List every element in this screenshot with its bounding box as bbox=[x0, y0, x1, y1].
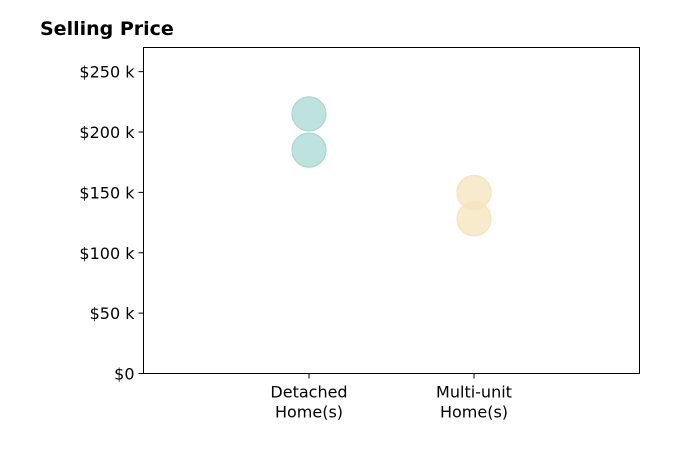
y-axis: $0 $50 k $100 k $150 k $200 k $250 k bbox=[79, 63, 144, 384]
data-points bbox=[291, 96, 492, 237]
data-point bbox=[291, 96, 327, 132]
plot-area-frame bbox=[143, 47, 640, 374]
y-tick-label: $150 k bbox=[79, 183, 135, 202]
x-tick-label-line: Home(s) bbox=[440, 403, 508, 422]
data-point bbox=[291, 132, 327, 168]
x-tick-label-line: Detached bbox=[270, 383, 347, 402]
y-tick-label: $200 k bbox=[79, 123, 135, 142]
x-tick-label: Multi-unit Home(s) bbox=[436, 383, 512, 422]
data-point bbox=[456, 201, 492, 237]
x-axis: Detached Home(s)Multi-unit Home(s) bbox=[270, 373, 512, 422]
x-tick-label-line: Multi-unit bbox=[436, 383, 512, 402]
y-tick-label: $250 k bbox=[79, 63, 135, 82]
y-tick-label: $100 k bbox=[79, 244, 135, 263]
chart-title: Selling Price bbox=[40, 18, 174, 40]
x-tick-label-line: Home(s) bbox=[275, 403, 343, 422]
y-tick-label: $0 bbox=[114, 365, 134, 384]
x-tick-label: Detached Home(s) bbox=[270, 383, 347, 422]
y-tick-label: $50 k bbox=[90, 304, 136, 323]
